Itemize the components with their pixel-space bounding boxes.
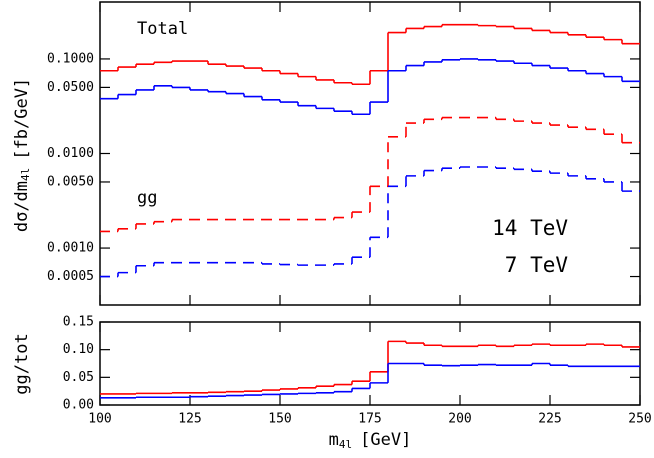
y-label-sub: 4l (19, 168, 32, 181)
x-tick-label: 125 (178, 412, 201, 427)
x-label-main: m (329, 430, 339, 450)
x-tick-label: 250 (628, 412, 651, 427)
y-tick-label: 0.0500 (47, 80, 94, 95)
y-axis-label: gg/tot (12, 333, 32, 394)
y-axis-label: dσ/dm4l [fb/GeV] (12, 78, 32, 232)
x-label-unit: [GeV] (360, 430, 411, 450)
annotation: gg (137, 188, 157, 208)
y-tick-label: 0.00 (63, 398, 94, 413)
y-tick-label: 0.05 (63, 370, 94, 385)
y-tick-label: 0.0050 (47, 174, 94, 189)
y-tick-label: 0.0010 (47, 241, 94, 256)
y-tick-label: 0.1000 (47, 51, 94, 66)
legend-label: 14 TeV (492, 216, 568, 240)
y-tick-label: 0.15 (63, 315, 94, 330)
x-tick-label: 225 (538, 412, 561, 427)
y-tick-label: 0.0100 (47, 146, 94, 161)
y-tick-label: 0.10 (63, 342, 94, 357)
y-label-unit: [fb/GeV] (12, 78, 32, 160)
annotation: Total (137, 19, 188, 39)
y-label-main: dσ/dm (12, 181, 32, 232)
x-tick-label: 175 (358, 412, 381, 427)
x-tick-label: 100 (88, 412, 111, 427)
x-tick-label: 200 (448, 412, 471, 427)
y-tick-label: 0.0005 (47, 269, 94, 284)
x-axis-label: m4l [GeV] (329, 430, 412, 451)
x-tick-label: 150 (268, 412, 291, 427)
legend-label: 7 TeV (505, 253, 569, 277)
x-label-sub: 4l (339, 438, 352, 451)
